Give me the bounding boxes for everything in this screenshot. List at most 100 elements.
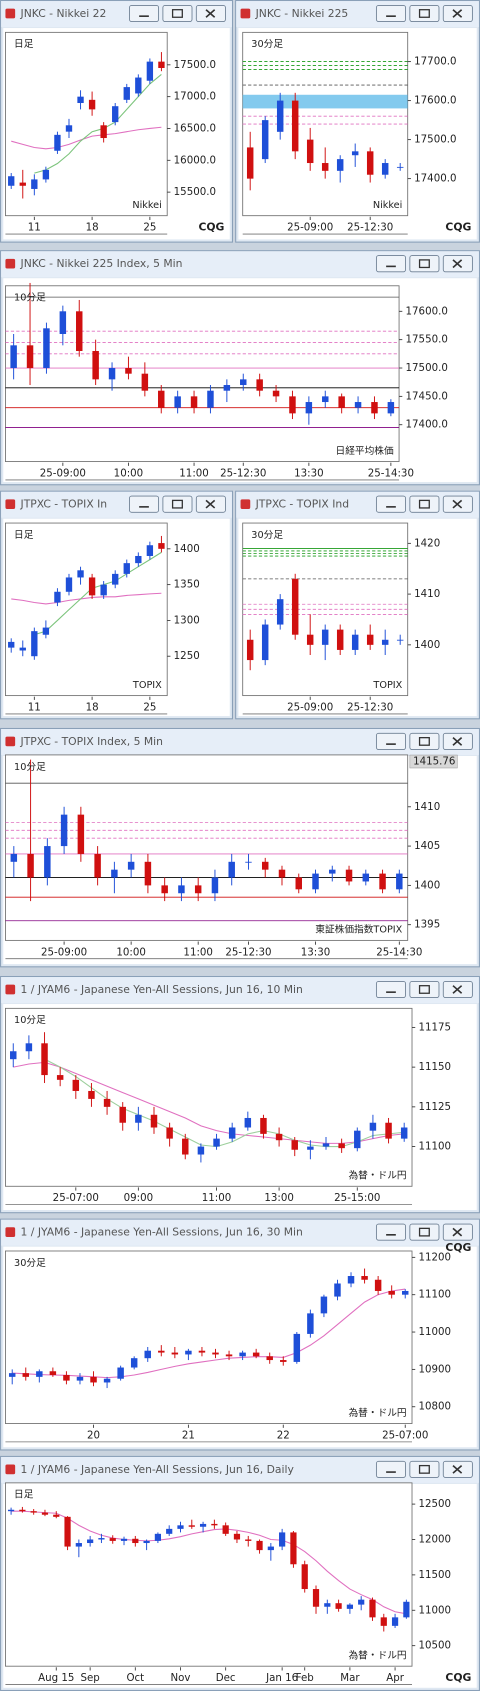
candle-body xyxy=(158,543,165,549)
candle-body xyxy=(92,350,99,380)
close-glyph xyxy=(452,499,463,509)
x-tick-label: Feb xyxy=(296,1672,314,1684)
candle-body xyxy=(239,1352,246,1357)
x-tick-label: 11:00 xyxy=(179,467,209,479)
candle-body xyxy=(174,396,181,408)
moving-average xyxy=(34,551,162,636)
highlight-band xyxy=(242,94,408,109)
candle-body xyxy=(380,1617,387,1626)
cqg-logo: CQG xyxy=(445,1241,471,1254)
x-tick-label: 11 xyxy=(28,222,41,234)
app-icon xyxy=(5,8,16,19)
x-tick-label: 25 xyxy=(143,701,156,713)
candle-body xyxy=(246,639,254,661)
candle-body xyxy=(41,1512,49,1515)
candle-body xyxy=(54,134,61,151)
minimize-button[interactable] xyxy=(375,255,406,273)
candle-body xyxy=(345,869,353,882)
maximize-button[interactable] xyxy=(409,1223,440,1241)
candle-body xyxy=(256,1540,263,1551)
maximize-button[interactable] xyxy=(409,4,440,23)
candle-body xyxy=(158,390,165,408)
candle-body xyxy=(44,846,51,878)
instrument-label: 東証株価指数TOPIX xyxy=(315,923,402,936)
candle-body xyxy=(295,877,302,890)
period-label: 10分足 xyxy=(14,292,46,304)
x-tick-label: 25-12:30 xyxy=(347,701,393,713)
maximize-button[interactable] xyxy=(409,495,440,513)
instrument-label: 為替・ドル円 xyxy=(348,1169,406,1182)
x-tick-label: 25-12:30 xyxy=(347,222,393,234)
maximize-button[interactable] xyxy=(409,732,440,750)
x-tick-label: 25 xyxy=(143,222,156,234)
candle-body xyxy=(120,1538,128,1541)
candle-body xyxy=(8,1373,16,1377)
y-tick-label: 10900 xyxy=(418,1363,451,1375)
candle-body xyxy=(109,1538,116,1541)
cqg-logo: CQG xyxy=(198,221,224,234)
candle-body xyxy=(185,1350,192,1355)
candle-body xyxy=(279,1532,286,1547)
y-tick-label: 17550.0 xyxy=(406,334,448,346)
minimize-button[interactable] xyxy=(375,4,406,23)
maximize-button[interactable] xyxy=(162,4,193,23)
x-tick-label: Sep xyxy=(80,1672,99,1684)
candle-body xyxy=(379,873,386,890)
y-tick-label: 1410 xyxy=(414,801,440,813)
last-price: 1415.76 xyxy=(413,756,455,768)
period-label: 30分足 xyxy=(251,38,283,50)
candle-body xyxy=(338,1143,345,1149)
candle-body xyxy=(158,61,165,69)
app-icon xyxy=(5,258,16,269)
candle-body xyxy=(112,573,119,585)
x-tick-label: 25-07:00 xyxy=(53,1192,99,1204)
x-tick-label: 11 xyxy=(28,701,41,713)
candle-body xyxy=(336,629,344,650)
x-tick-label: 25-14:30 xyxy=(368,467,414,479)
minimize-button[interactable] xyxy=(375,732,406,750)
candle-body xyxy=(289,396,296,414)
candle-body xyxy=(178,885,185,894)
candle-body xyxy=(31,631,38,657)
candle-body xyxy=(306,634,314,645)
maximize-button[interactable] xyxy=(409,255,440,273)
candle-body xyxy=(10,853,18,862)
x-tick-label: Apr xyxy=(386,1672,404,1684)
minimize-button[interactable] xyxy=(375,1223,406,1241)
candle-body xyxy=(144,1350,151,1359)
y-tick-label: 1350 xyxy=(174,579,200,591)
candle-body xyxy=(112,106,119,123)
candle-body xyxy=(276,599,284,625)
candle-body xyxy=(213,1138,220,1147)
candle-body xyxy=(293,1333,301,1362)
candle-body xyxy=(143,1540,150,1544)
minimize-button[interactable] xyxy=(129,4,160,23)
maximize-button[interactable] xyxy=(409,980,440,998)
minimize-button[interactable] xyxy=(375,495,406,513)
minimize-button[interactable] xyxy=(129,495,160,513)
moving-average xyxy=(11,126,162,150)
candle-body xyxy=(75,1543,82,1547)
maximize-button[interactable] xyxy=(409,1460,440,1478)
candle-body xyxy=(225,1354,233,1357)
candle-body xyxy=(245,1539,252,1541)
chart-window: JNKC - Nikkei 225 Index, 5 Min 25-09:00 10… xyxy=(0,250,480,486)
candle-body xyxy=(150,1114,158,1128)
candle-body xyxy=(312,873,319,890)
x-tick-label: 09:00 xyxy=(124,1192,154,1204)
y-tick-label: 10500 xyxy=(418,1640,451,1652)
maximize-button[interactable] xyxy=(162,495,193,513)
x-tick-label: 25-09:00 xyxy=(287,701,333,713)
x-tick-label: 13:30 xyxy=(294,467,323,479)
candle-body xyxy=(76,311,83,351)
candle-body xyxy=(103,1378,111,1383)
period-label: 日足 xyxy=(14,1489,34,1501)
moving-average xyxy=(11,1510,407,1615)
y-tick-label: 11150 xyxy=(418,1061,451,1073)
maximize-glyph xyxy=(171,9,183,18)
minimize-button[interactable] xyxy=(375,980,406,998)
minimize-button[interactable] xyxy=(375,1460,406,1478)
instrument-label: TOPIX xyxy=(132,680,162,691)
x-tick-label: 22 xyxy=(277,1429,290,1441)
candle-body xyxy=(388,1290,395,1295)
